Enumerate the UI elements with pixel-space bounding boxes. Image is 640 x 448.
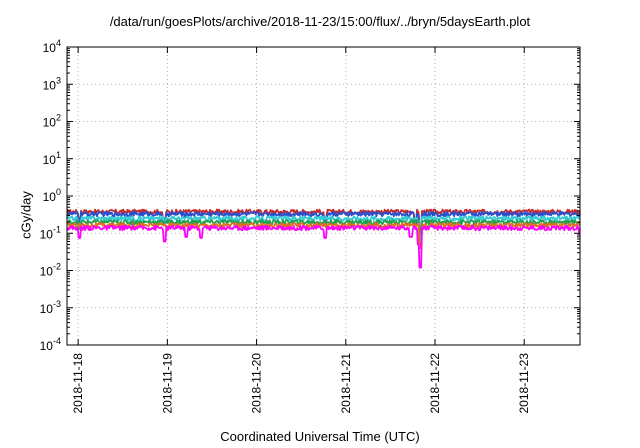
y-tick-label: 103 xyxy=(43,75,61,92)
x-tick-label: 2018-11-18 xyxy=(71,353,85,414)
y-tick-label: 102 xyxy=(43,113,61,130)
chart-title: /data/run/goesPlots/archive/2018-11-23/1… xyxy=(109,14,531,29)
y-tick-label: 100 xyxy=(43,187,61,204)
x-tick-label: 2018-11-21 xyxy=(339,353,353,414)
series-line xyxy=(66,215,581,240)
y-tick-label: 10-2 xyxy=(40,262,61,279)
y-tick-label: 10-3 xyxy=(40,299,61,316)
series-line xyxy=(66,208,581,232)
x-tick-label: 2018-11-19 xyxy=(160,353,174,414)
y-axis-label: cGy/day xyxy=(18,191,34,239)
y-tick-label: 104 xyxy=(43,38,61,55)
y-tick-label: 10-1 xyxy=(40,224,61,241)
x-tick-label: 2018-11-22 xyxy=(428,353,442,414)
y-tick-label: 101 xyxy=(43,150,61,167)
grid xyxy=(67,46,580,346)
series-line xyxy=(66,224,581,269)
series-line xyxy=(66,218,581,246)
x-axis-label: Coordinated Universal Time (UTC) xyxy=(220,429,420,444)
y-tick-label: 10-4 xyxy=(40,336,61,353)
x-tick-label: 2018-11-20 xyxy=(250,353,264,414)
series-line xyxy=(66,210,581,236)
x-tick-label: 2018-11-23 xyxy=(517,353,531,414)
